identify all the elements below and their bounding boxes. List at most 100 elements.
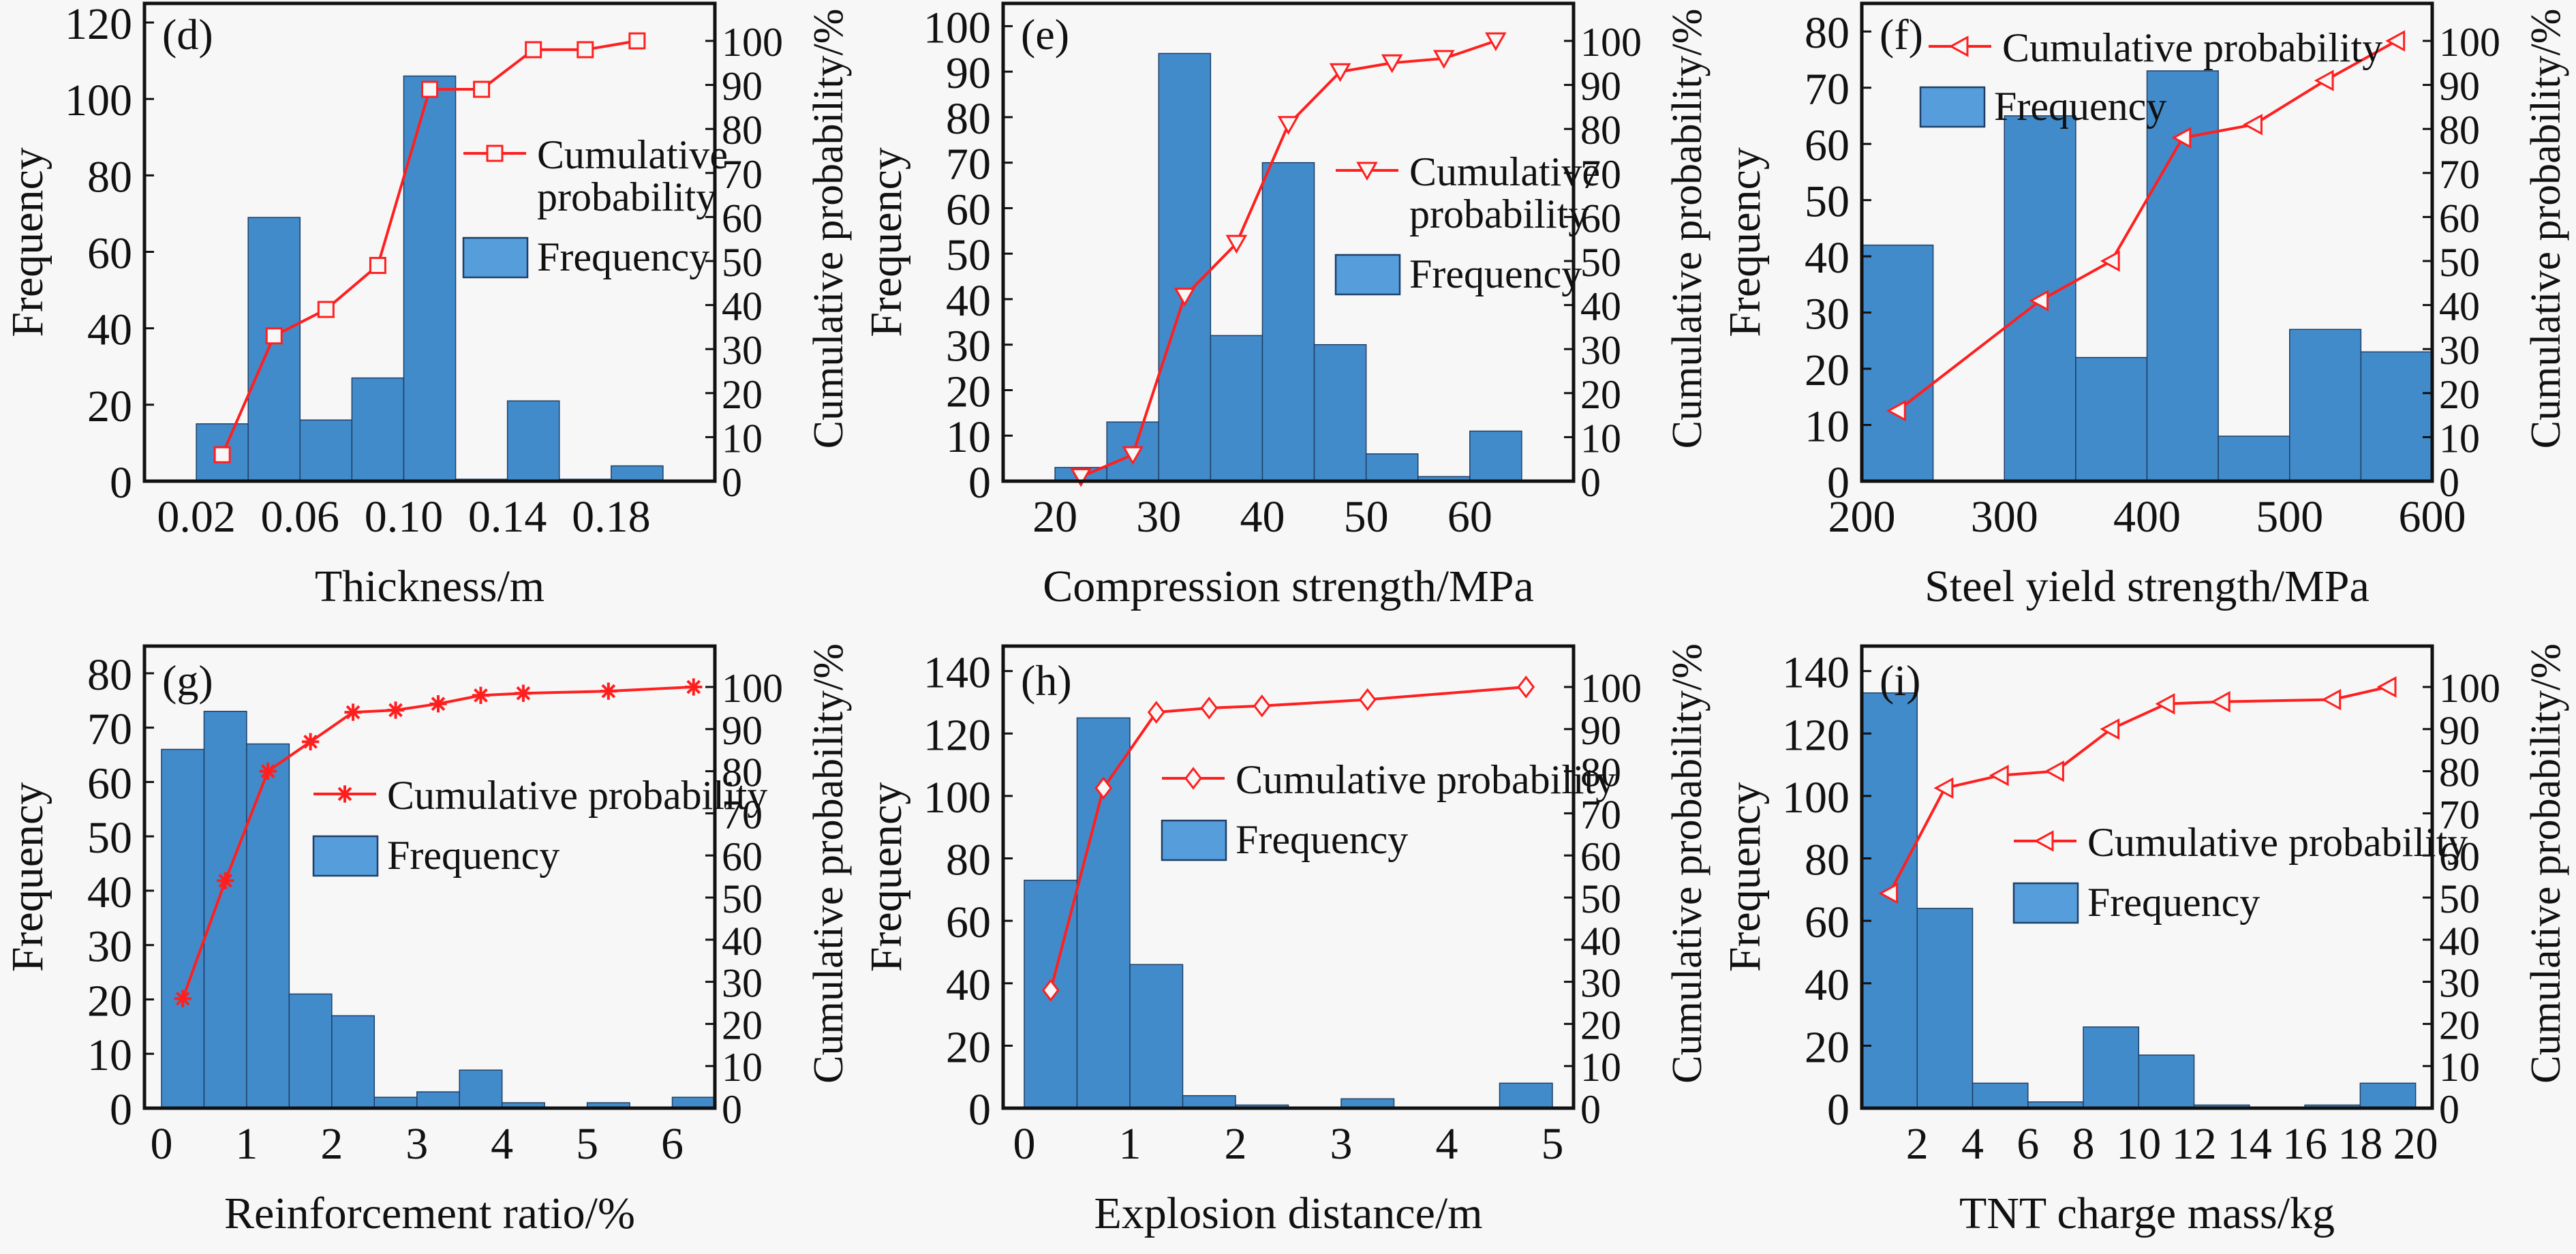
x-tick-label: 1 xyxy=(1119,1119,1141,1169)
y-tick-label: 60 xyxy=(1805,121,1850,170)
y-tick-label: 40 xyxy=(946,960,991,1010)
histogram-bar xyxy=(2359,1082,2417,1109)
y-tick-label: 0 xyxy=(1827,1085,1850,1135)
cumulative-point xyxy=(2044,760,2064,782)
histogram-bar xyxy=(2075,356,2148,482)
panel-label: (f) xyxy=(1880,10,1923,59)
y2-tick-label: 30 xyxy=(722,328,763,373)
x-tick-label: 20 xyxy=(2393,1119,2438,1169)
plot-frame xyxy=(1860,1,2434,483)
y2-axis-title: Cumulative probability/% xyxy=(2523,643,2569,1084)
y2-tick-label: 40 xyxy=(722,284,763,329)
cumulative-point xyxy=(2243,114,2263,136)
y-tick-label: 50 xyxy=(1805,177,1850,227)
x-tick-label: 300 xyxy=(1971,492,2038,542)
histogram-bar xyxy=(1365,453,1419,482)
chart-svg: 02040608010012001020304050607080901000.0… xyxy=(3,0,852,611)
x-tick-label: 4 xyxy=(491,1119,513,1169)
legend-bar-swatch xyxy=(462,236,529,279)
plot-frame xyxy=(142,644,717,1110)
bars xyxy=(1054,52,1522,482)
legend-line-label: Cumulative probability xyxy=(1236,757,1616,802)
chart-svg: 0204060801001201400102030405060708090100… xyxy=(861,643,1711,1238)
asterisk-stroke xyxy=(474,688,488,703)
legend-bar-swatch xyxy=(312,835,379,877)
x-axis-title: Reinforcement ratio/% xyxy=(224,1189,635,1238)
y2-tick-label: 90 xyxy=(1580,64,1621,109)
cumulative-point xyxy=(213,446,231,463)
legend-line-label: probability xyxy=(537,174,716,219)
y2-tick-label: 40 xyxy=(1580,919,1621,964)
panel-g: 0 10 20 30 40 50 60 70 80 0 10 20 30 40 50 60 70 80 90 100 0… xyxy=(0,627,859,1254)
y-axis-title: Frequency xyxy=(1720,782,1770,973)
asterisk-stroke xyxy=(175,991,190,1006)
chart-svg: 0102030405060708090100010203040506070809… xyxy=(861,1,1711,611)
y-tick-label: 80 xyxy=(87,650,132,700)
cumulative-point xyxy=(628,32,646,50)
x-tick-label: 20 xyxy=(1032,492,1077,542)
x-tick-label: 2 xyxy=(1906,1119,1929,1169)
y-axis-left: 0 10 20 30 40 50 60 70 80 xyxy=(1805,8,1871,508)
legend-marker xyxy=(1184,767,1202,790)
x-tick-label: 30 xyxy=(1136,492,1181,542)
y-tick-label: 30 xyxy=(1805,290,1850,339)
x-tick-label: 0.14 xyxy=(468,492,547,542)
cumulative-point xyxy=(2155,692,2175,715)
y-tick-label: 60 xyxy=(946,185,991,234)
y2-tick-label: 30 xyxy=(2439,961,2480,1006)
cumulative-point xyxy=(344,703,362,721)
y-tick-label: 0 xyxy=(1827,458,1850,508)
cumulative-point xyxy=(2385,30,2406,52)
y-tick-label: 70 xyxy=(87,705,132,754)
y-tick-label: 20 xyxy=(87,382,132,431)
x-tick-label: 2 xyxy=(1225,1119,1247,1169)
y-tick-label: 70 xyxy=(946,140,991,189)
y2-tick-label: 70 xyxy=(2439,792,2480,837)
histogram-bar xyxy=(2218,435,2290,482)
histogram-bar xyxy=(1861,244,1934,482)
cumulative-point xyxy=(1200,697,1218,720)
x-tick-label: 8 xyxy=(2072,1119,2095,1169)
legend-line-label: Cumulative probability xyxy=(2002,25,2382,70)
cumulative-point xyxy=(1381,54,1403,74)
y2-tick-label: 20 xyxy=(722,1003,763,1047)
panel-e: 0 10 20 30 40 50 60 70 80 90 100 0 10 20 30 40 50 60 70 80 9… xyxy=(859,0,1717,627)
x-tick-label: 16 xyxy=(2282,1119,2327,1169)
y2-tick-label: 30 xyxy=(722,961,763,1006)
x-tick-label: 4 xyxy=(1961,1119,1984,1169)
y-tick-label: 0 xyxy=(110,458,132,508)
y-tick-label: 140 xyxy=(923,648,991,698)
cumulative-point xyxy=(2100,250,2120,272)
x-axis-title: Thickness/m xyxy=(315,562,545,611)
y2-tick-label: 10 xyxy=(722,416,763,461)
histogram-bar xyxy=(2138,1054,2195,1109)
y2-tick-label: 0 xyxy=(1580,1087,1601,1132)
cumulative-point xyxy=(1886,399,1906,422)
asterisk-stroke xyxy=(388,703,403,718)
y2-tick-label: 40 xyxy=(722,919,763,964)
y-tick-label: 60 xyxy=(87,759,132,808)
cumulative-point xyxy=(1432,50,1455,69)
cumulative-point xyxy=(1094,776,1113,800)
y-tick-label: 40 xyxy=(87,305,132,355)
y2-tick-label: 80 xyxy=(1580,750,1621,795)
x-axis-title: TNT charge mass/kg xyxy=(1959,1189,2335,1238)
asterisk-stroke xyxy=(516,686,531,701)
y2-tick-label: 0 xyxy=(722,460,742,505)
plot-frame xyxy=(1860,644,2434,1110)
legend: Cumulative probability Frequency xyxy=(1919,25,2382,129)
panel-f: 0 10 20 30 40 50 60 70 80 0 10 20 30 40 50 60 70 80 90 100 2… xyxy=(1717,0,2576,627)
y-axis-left: 0 20 40 60 80 100 120 xyxy=(65,0,154,508)
cumulative-point xyxy=(577,41,594,59)
cumulative-point xyxy=(1989,765,2009,786)
legend: Cumulative probability Frequency xyxy=(1161,757,1616,862)
histogram-bar xyxy=(1313,343,1367,482)
legend-bar-swatch xyxy=(1334,254,1401,296)
legend-marker xyxy=(1948,35,1969,57)
panel-label: (d) xyxy=(162,10,213,59)
legend-line-label: Cumulative probability xyxy=(387,773,767,818)
asterisk-stroke xyxy=(431,697,446,712)
